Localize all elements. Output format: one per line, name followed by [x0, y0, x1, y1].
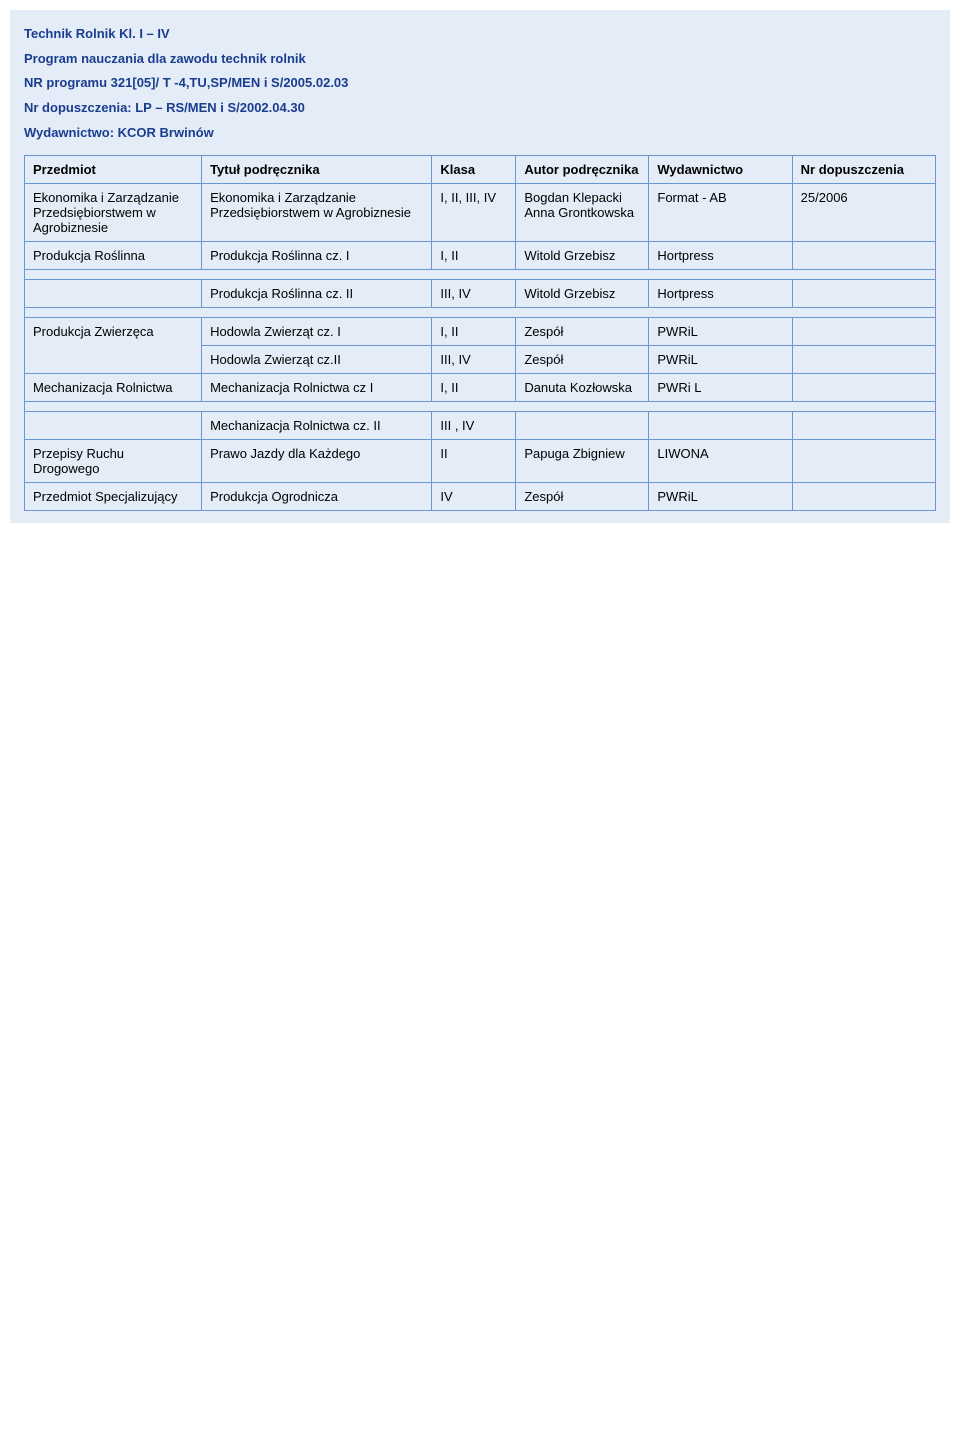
cell-title: Produkcja Roślinna cz. II: [202, 280, 432, 308]
cell-class: IV: [432, 483, 516, 511]
table-row: Przedmiot Specjalizujący Produkcja Ogrod…: [25, 483, 936, 511]
cell-author: Papuga Zbigniew: [516, 440, 649, 483]
cell-publisher: [649, 412, 792, 440]
col-header-nr: Nr dopuszczenia: [792, 156, 935, 184]
table-header-row: Przedmiot Tytuł podręcznika Klasa Autor …: [25, 156, 936, 184]
cell-title: Ekonomika i Zarządzanie Przedsiębiorstwe…: [202, 184, 432, 242]
cell-author: Zespół: [516, 346, 649, 374]
cell-subject: [25, 412, 202, 440]
cell-approval: [792, 280, 935, 308]
cell-author: Witold Grzebisz: [516, 242, 649, 270]
cell-title: Produkcja Ogrodnicza: [202, 483, 432, 511]
cell-title: Hodowla Zwierząt cz. I: [202, 318, 432, 346]
cell-subject: Produkcja Zwierzęca: [25, 318, 202, 374]
cell-approval: [792, 318, 935, 346]
cell-author: Zespół: [516, 318, 649, 346]
cell-publisher: Format - AB: [649, 184, 792, 242]
cell-author: Bogdan Klepacki Anna Grontkowska: [516, 184, 649, 242]
cell-subject: Przedmiot Specjalizujący: [25, 483, 202, 511]
cell-author: Witold Grzebisz: [516, 280, 649, 308]
cell-subject: Produkcja Roślinna: [25, 242, 202, 270]
cell-class: III, IV: [432, 346, 516, 374]
table-row: Produkcja Roślinna Produkcja Roślinna cz…: [25, 242, 936, 270]
cell-publisher: Hortpress: [649, 280, 792, 308]
cell-approval: [792, 483, 935, 511]
table-row: Mechanizacja Rolnictwa Mechanizacja Roln…: [25, 374, 936, 402]
cell-class: I, II: [432, 318, 516, 346]
cell-author: Danuta Kozłowska: [516, 374, 649, 402]
cell-class: I, II, III, IV: [432, 184, 516, 242]
header-line-5: Wydawnictwo: KCOR Brwinów: [24, 121, 936, 146]
col-header-autor: Autor podręcznika: [516, 156, 649, 184]
col-header-tytul: Tytuł podręcznika: [202, 156, 432, 184]
cell-approval: [792, 412, 935, 440]
cell-title: Mechanizacja Rolnictwa cz I: [202, 374, 432, 402]
header-line-2: Program nauczania dla zawodu technik rol…: [24, 47, 936, 72]
cell-publisher: LIWONA: [649, 440, 792, 483]
cell-class: III, IV: [432, 280, 516, 308]
document-container: Technik Rolnik Kl. I – IV Program naucza…: [10, 10, 950, 523]
header-line-1: Technik Rolnik Kl. I – IV: [24, 22, 936, 47]
cell-class: III , IV: [432, 412, 516, 440]
col-header-klasa: Klasa: [432, 156, 516, 184]
cell-title: Produkcja Roślinna cz. I: [202, 242, 432, 270]
cell-publisher: Hortpress: [649, 242, 792, 270]
header-line-4: Nr dopuszczenia: LP – RS/MEN i S/2002.04…: [24, 96, 936, 121]
cell-subject: Przepisy Ruchu Drogowego: [25, 440, 202, 483]
header-block: Technik Rolnik Kl. I – IV Program naucza…: [24, 22, 936, 145]
table-row: Ekonomika i Zarządzanie Przedsiębiorstwe…: [25, 184, 936, 242]
cell-author: Zespół: [516, 483, 649, 511]
cell-publisher: PWRiL: [649, 318, 792, 346]
col-header-przedmiot: Przedmiot: [25, 156, 202, 184]
cell-title: Mechanizacja Rolnictwa cz. II: [202, 412, 432, 440]
table-body: Ekonomika i Zarządzanie Przedsiębiorstwe…: [25, 184, 936, 511]
cell-approval: 25/2006: [792, 184, 935, 242]
cell-author: [516, 412, 649, 440]
col-header-wydawnictwo: Wydawnictwo: [649, 156, 792, 184]
cell-publisher: PWRi L: [649, 374, 792, 402]
cell-approval: [792, 440, 935, 483]
table-row: Produkcja Zwierzęca Hodowla Zwierząt cz.…: [25, 318, 936, 346]
cell-approval: [792, 346, 935, 374]
cell-class: I, II: [432, 374, 516, 402]
textbook-table: Przedmiot Tytuł podręcznika Klasa Autor …: [24, 155, 936, 511]
cell-title: Prawo Jazdy dla Każdego: [202, 440, 432, 483]
spacer-row: [25, 270, 936, 280]
table-row: Produkcja Roślinna cz. II III, IV Witold…: [25, 280, 936, 308]
cell-approval: [792, 374, 935, 402]
cell-subject: Ekonomika i Zarządzanie Przedsiębiorstwe…: [25, 184, 202, 242]
spacer-row: [25, 402, 936, 412]
cell-subject: [25, 280, 202, 308]
table-row: Mechanizacja Rolnictwa cz. II III , IV: [25, 412, 936, 440]
spacer-row: [25, 308, 936, 318]
cell-class: II: [432, 440, 516, 483]
cell-approval: [792, 242, 935, 270]
table-row: Przepisy Ruchu Drogowego Prawo Jazdy dla…: [25, 440, 936, 483]
cell-subject: Mechanizacja Rolnictwa: [25, 374, 202, 402]
cell-title: Hodowla Zwierząt cz.II: [202, 346, 432, 374]
header-line-3: NR programu 321[05]/ T -4,TU,SP/MEN i S/…: [24, 71, 936, 96]
cell-publisher: PWRiL: [649, 483, 792, 511]
cell-class: I, II: [432, 242, 516, 270]
cell-publisher: PWRiL: [649, 346, 792, 374]
